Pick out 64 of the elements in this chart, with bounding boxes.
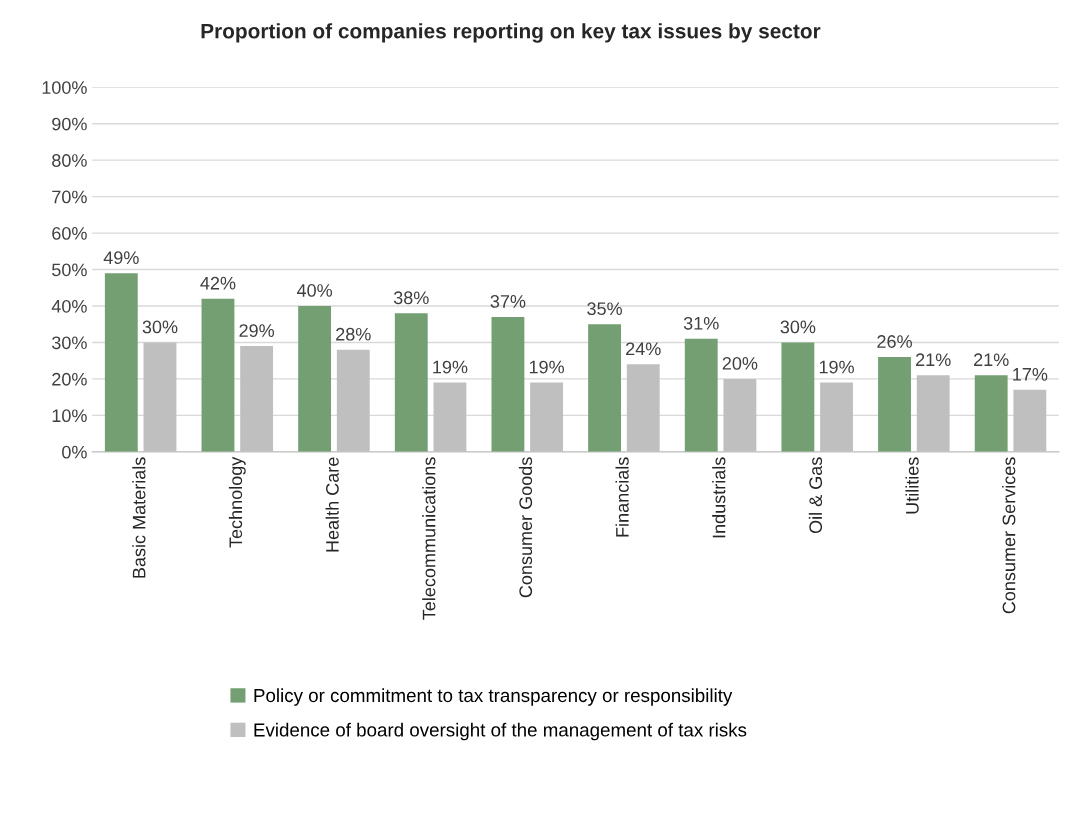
legend-label: Evidence of board oversight of the management of tax risks — [254, 722, 747, 741]
bar — [588, 324, 622, 452]
y-tick-label: 10% — [52, 409, 87, 423]
text: 30% — [142, 320, 178, 334]
text: 28% — [336, 327, 371, 341]
text: 35% — [587, 302, 622, 316]
text: 21% — [974, 353, 1009, 367]
bar — [781, 342, 815, 452]
bar — [723, 378, 757, 452]
bar — [104, 273, 138, 452]
x-tick-label: Health Care — [325, 457, 339, 552]
x-tick-label: Technology — [228, 456, 246, 548]
x-tick-label: Consumer Goods — [518, 457, 533, 598]
x-tick-label: Utilities — [905, 457, 919, 514]
bar — [974, 375, 1008, 452]
x-tick-label: Financials — [615, 457, 629, 537]
legend-label: Policy or commitment to tax transparency or responsibility — [254, 688, 733, 706]
y-tick-label: 100% — [42, 81, 87, 94]
bar — [626, 364, 660, 452]
y-tick-label: 50% — [52, 263, 87, 277]
bar — [394, 313, 428, 452]
bar — [433, 382, 467, 452]
y-tick-label: 20% — [52, 372, 87, 386]
text: 30% — [780, 320, 816, 334]
x-tick-label: Basic Materials — [132, 457, 146, 578]
bar — [201, 298, 235, 452]
bar — [878, 357, 911, 452]
text: 31% — [683, 316, 719, 330]
bar — [684, 338, 718, 452]
text: 26% — [877, 335, 912, 348]
bar — [240, 346, 274, 452]
text: 20% — [722, 357, 758, 370]
text: 29% — [239, 324, 275, 337]
bar — [530, 382, 564, 452]
text: 19% — [529, 360, 565, 374]
bar — [298, 305, 332, 452]
text: 37% — [490, 295, 526, 308]
chart-title: Proportion of companies reporting on key tax issues by sector — [201, 23, 821, 43]
text: 49% — [103, 251, 139, 265]
y-tick-label: 80% — [52, 154, 87, 167]
y-tick-label: 90% — [52, 117, 87, 131]
x-tick-label: Oil & Gas — [808, 457, 823, 534]
text: 42% — [200, 276, 236, 290]
y-tick-label: 60% — [52, 227, 87, 240]
bar — [1013, 389, 1047, 452]
text: 19% — [433, 360, 468, 374]
y-tick-label: 70% — [52, 190, 87, 204]
text: 40% — [296, 284, 333, 297]
x-tick-label: Telecommunications — [422, 457, 436, 620]
y-tick-label: 0% — [62, 445, 87, 459]
bar — [820, 382, 853, 452]
x-tick-label: Consumer Services — [1002, 457, 1016, 614]
text: 19% — [819, 360, 854, 374]
x-tick-label: Industrials — [712, 457, 726, 538]
text: 17% — [1013, 368, 1048, 381]
y-tick-label: 40% — [51, 299, 87, 313]
bar — [143, 342, 177, 452]
bar — [491, 316, 525, 452]
text: 24% — [626, 342, 661, 356]
text: 38% — [393, 291, 429, 305]
bar — [336, 349, 370, 452]
y-tick-label: 30% — [52, 336, 87, 350]
text: 21% — [916, 353, 951, 367]
bar — [916, 375, 950, 452]
